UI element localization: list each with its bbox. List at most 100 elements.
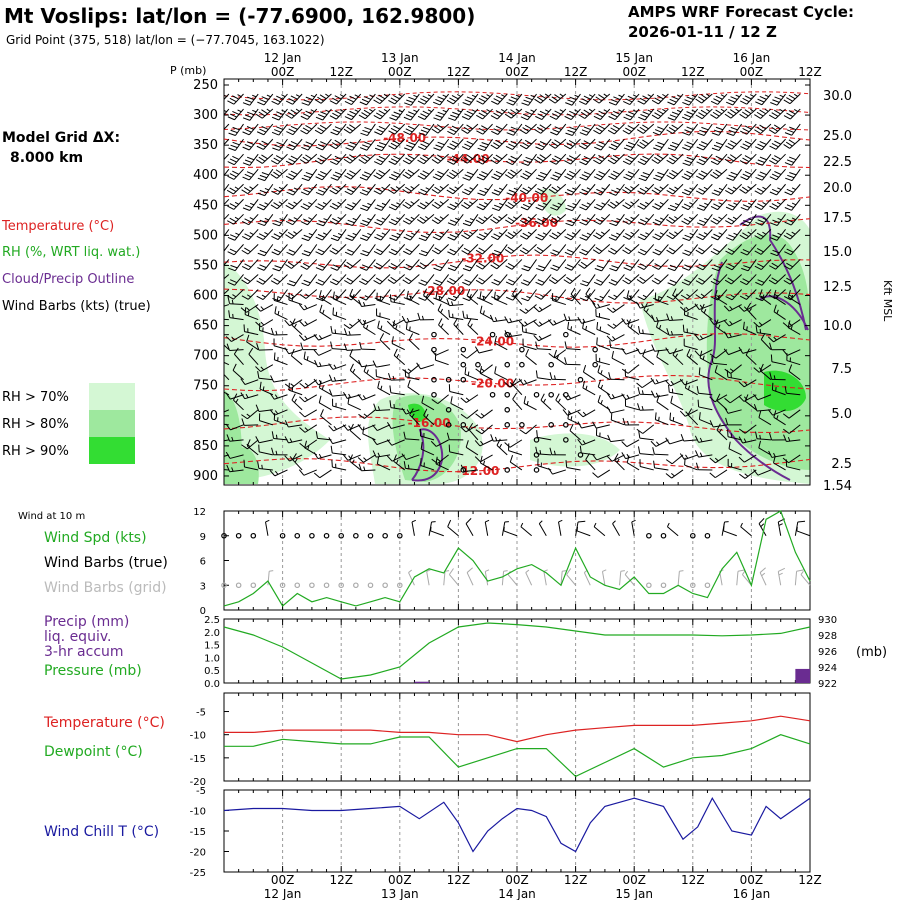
wind-barb bbox=[259, 323, 273, 336]
barb-flag bbox=[447, 251, 455, 256]
wind-barb bbox=[475, 259, 493, 270]
barb-flag bbox=[713, 278, 721, 283]
barb-staff bbox=[394, 138, 406, 150]
calm-circle bbox=[250, 582, 257, 589]
wind-barb bbox=[533, 304, 552, 313]
barb-staff bbox=[702, 259, 713, 271]
barb-flag bbox=[344, 296, 352, 301]
calm-circle bbox=[294, 582, 301, 589]
barb-flag bbox=[390, 186, 398, 192]
barb-flag bbox=[593, 220, 601, 225]
model-grid-label: Model Grid ΔX: bbox=[2, 130, 120, 146]
barb-flag bbox=[343, 324, 351, 329]
barb-flag bbox=[652, 221, 660, 226]
barb-flag bbox=[434, 156, 442, 162]
barb-staff bbox=[773, 334, 786, 343]
barb-half-flag bbox=[647, 109, 652, 113]
wind-barb bbox=[240, 378, 259, 385]
barb-half-flag bbox=[616, 187, 621, 191]
barb-staff bbox=[611, 419, 625, 426]
barb-flag bbox=[447, 130, 455, 135]
barb-flag bbox=[539, 124, 547, 130]
barb-flag bbox=[328, 425, 334, 432]
barb-flag bbox=[654, 248, 662, 253]
barb-staff bbox=[643, 289, 655, 301]
barb-flag bbox=[642, 95, 650, 100]
barb-half-flag bbox=[688, 385, 691, 390]
barb-flag bbox=[625, 98, 633, 103]
wind-barb bbox=[484, 569, 490, 586]
wind-barb bbox=[447, 198, 464, 211]
barb-staff bbox=[727, 409, 742, 414]
barb-flag bbox=[555, 393, 560, 401]
barb-staff bbox=[723, 530, 737, 537]
wind-barb bbox=[622, 183, 640, 194]
barb-staff bbox=[234, 229, 244, 241]
barb-flag bbox=[320, 170, 328, 175]
barb-half-flag bbox=[558, 519, 563, 523]
wind-barb bbox=[740, 198, 757, 211]
barb-half-flag bbox=[699, 304, 703, 309]
barb-staff bbox=[656, 326, 669, 336]
barb-staff bbox=[776, 93, 786, 106]
calm-circle bbox=[338, 582, 345, 589]
wind-barb bbox=[330, 341, 347, 351]
barb-staff bbox=[639, 393, 654, 396]
barb-flag bbox=[787, 174, 795, 179]
barb-flag bbox=[611, 219, 619, 224]
wind-barb bbox=[665, 454, 684, 465]
barb-flag bbox=[569, 96, 577, 101]
wind-barb bbox=[723, 406, 742, 414]
barb-half-flag bbox=[354, 94, 359, 98]
barb-flag bbox=[754, 265, 762, 271]
barb-flag bbox=[769, 342, 773, 350]
wind-barb bbox=[242, 168, 259, 181]
barb-flag bbox=[508, 158, 516, 163]
wind-barb bbox=[577, 438, 596, 446]
barb-flag bbox=[378, 169, 386, 175]
barb-staff bbox=[479, 439, 493, 447]
wind-barb bbox=[694, 435, 713, 443]
barb-flag bbox=[317, 157, 325, 163]
wind-barb bbox=[578, 108, 596, 119]
wind-barb bbox=[592, 346, 598, 353]
wind-barb bbox=[257, 183, 274, 197]
barb-flag bbox=[741, 222, 749, 227]
barb-half-flag bbox=[232, 294, 237, 298]
barb-staff bbox=[731, 259, 743, 271]
barb-half-flag bbox=[307, 445, 310, 450]
barb-flag bbox=[386, 439, 393, 446]
barb-half-flag bbox=[512, 201, 517, 205]
barb-flag bbox=[276, 141, 284, 146]
barb-staff bbox=[611, 357, 625, 366]
legend-label: Wind Barbs (kts) (true) bbox=[2, 299, 151, 314]
barb-staff bbox=[224, 334, 229, 336]
wind-barb bbox=[506, 183, 523, 196]
barb-flag bbox=[504, 330, 509, 338]
wind-barb bbox=[522, 338, 537, 351]
barb-flag bbox=[552, 249, 560, 254]
barb-staff bbox=[567, 328, 581, 336]
wind-barb bbox=[711, 138, 728, 152]
barb-flag bbox=[422, 140, 430, 145]
barb-half-flag bbox=[452, 295, 458, 299]
wind-barb bbox=[257, 214, 274, 227]
barb-flag bbox=[548, 219, 556, 224]
wind-barb bbox=[606, 304, 625, 313]
barb-flag bbox=[403, 431, 406, 439]
wind-barb bbox=[768, 123, 786, 134]
wind-barb bbox=[608, 229, 625, 241]
barb-flag bbox=[332, 278, 340, 283]
barb-staff bbox=[686, 355, 699, 366]
barb-flag bbox=[214, 193, 221, 196]
wind-barb bbox=[359, 259, 376, 271]
barb-staff bbox=[405, 454, 420, 461]
barb-flag bbox=[259, 98, 267, 103]
wind-barb bbox=[446, 93, 464, 105]
barb-flag bbox=[346, 261, 354, 267]
barb-flag bbox=[565, 207, 573, 212]
barb-flag bbox=[696, 207, 705, 211]
barb-flag bbox=[741, 267, 749, 272]
wind-barb bbox=[681, 213, 699, 225]
wind-barb bbox=[582, 364, 596, 381]
